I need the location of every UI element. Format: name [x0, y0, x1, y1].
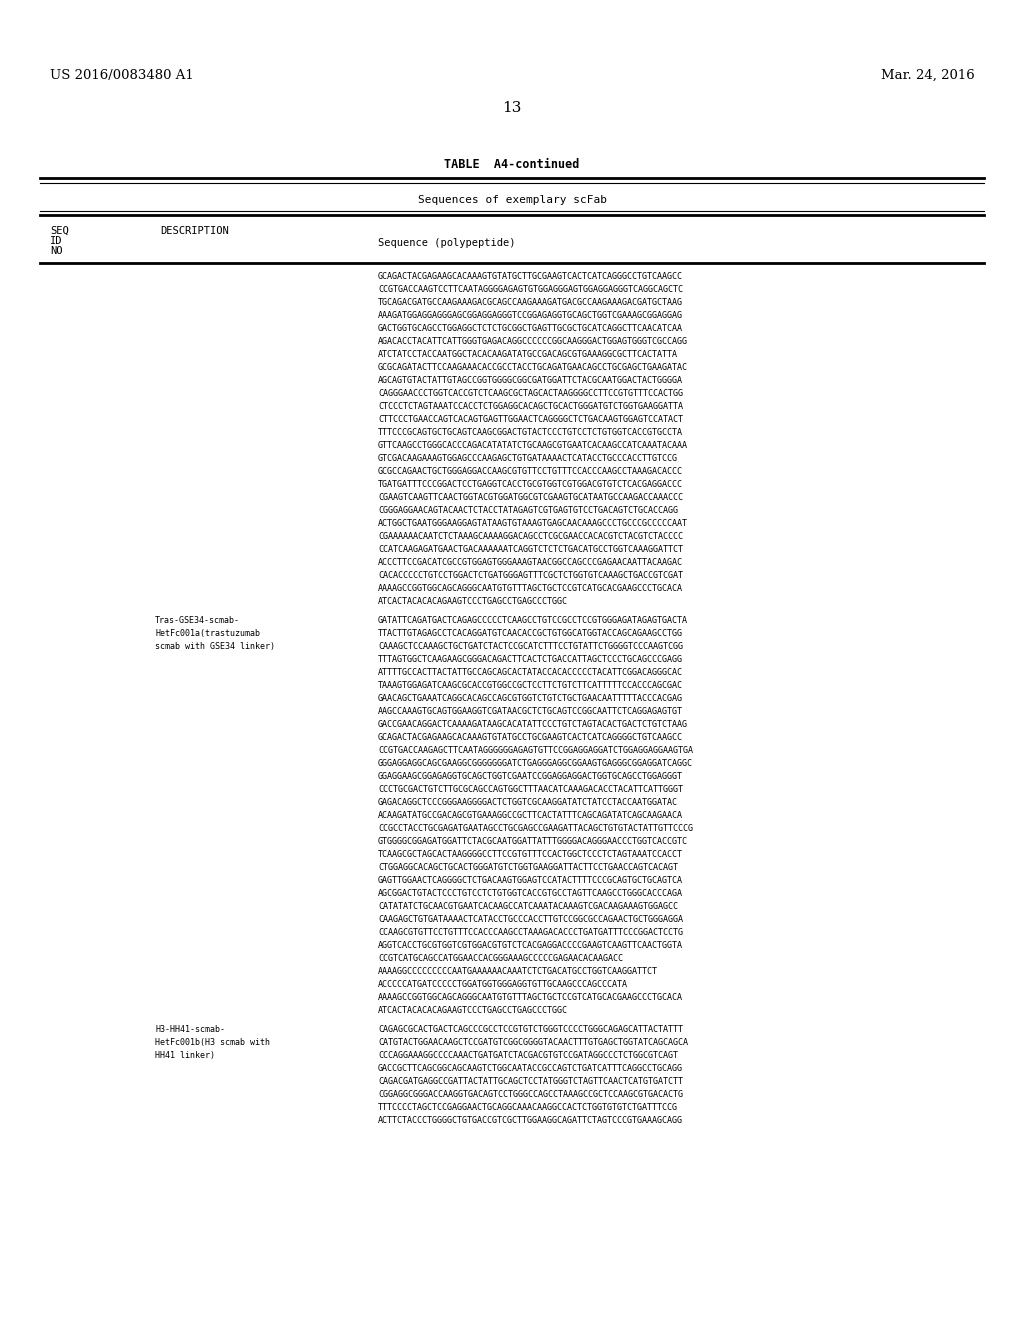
Text: GCAGACTACGAGAAGCACAAAGTGTATGCTTGCGAAGTCACTCATCAGGGCCTGTCAAGCC: GCAGACTACGAGAAGCACAAAGTGTATGCTTGCGAAGTCA… [378, 272, 683, 281]
Text: GACTGGTGCAGCCTGGAGGCTCTCTGCGGCTGAGTTGCGCTGCATCAGGCTTCAACATCAA: GACTGGTGCAGCCTGGAGGCTCTCTGCGGCTGAGTTGCGC… [378, 323, 683, 333]
Text: AGCGGACTGTACTCCCTGTCCTCTGTGGTCACCGTGCCTAGTTCAAGCCTGGGCACCCAGA: AGCGGACTGTACTCCCTGTCCTCTGTGGTCACCGTGCCTA… [378, 888, 683, 898]
Text: AGCAGTGTACTATTGTAGCCGGTGGGGCGGCGATGGATTCTACGCAATGGACTACTGGGGA: AGCAGTGTACTATTGTAGCCGGTGGGGCGGCGATGGATTC… [378, 376, 683, 385]
Text: US 2016/0083480 A1: US 2016/0083480 A1 [50, 69, 194, 82]
Text: CGGAGGCGGGACCAAGGTGACAGTCCTGGGCCAGCCTAAAGCCGCTCCAAGCGTGACACTG: CGGAGGCGGGACCAAGGTGACAGTCCTGGGCCAGCCTAAA… [378, 1090, 683, 1100]
Text: AAAGATGGAGGAGGGAGCGGAGGAGGGTCCGGAGAGGTGCAGCTGGTCGAAAGCGGAGGAG: AAAGATGGAGGAGGGAGCGGAGGAGGGTCCGGAGAGGTGC… [378, 312, 683, 319]
Text: ATCTATCCTACCAATGGCTACACAAGATATGCCGACAGCGTGAAAGGCGCTTCACTATTA: ATCTATCCTACCAATGGCTACACAAGATATGCCGACAGCG… [378, 350, 678, 359]
Text: CATATATCTGCAACGTGAATCACAAGCCATCAAATACAAAGTCGACAAGAAAGTGGAGCC: CATATATCTGCAACGTGAATCACAAGCCATCAAATACAAA… [378, 902, 678, 911]
Text: TTTAGTGGCTCAAGAAGCGGGACAGACTTCACTCTGACCATTAGCTCCCTGCAGCCCGAGG: TTTAGTGGCTCAAGAAGCGGGACAGACTTCACTCTGACCA… [378, 655, 683, 664]
Text: GCAGACTACGAGAAGCACAAAGTGTATGCCTGCGAAGTCACTCATCAGGGGCTGTCAAGCC: GCAGACTACGAGAAGCACAAAGTGTATGCCTGCGAAGTCA… [378, 733, 683, 742]
Text: Mar. 24, 2016: Mar. 24, 2016 [882, 69, 975, 82]
Text: CTCCCTCTAGTAAATCCACCTCTGGAGGCACAGCTGCACTGGGATGTCTGGTGAAGGATTA: CTCCCTCTAGTAAATCCACCTCTGGAGGCACAGCTGCACT… [378, 403, 683, 411]
Text: CCGTCATGCAGCCATGGAACCACGGGAAAGCCCCCGAGAACACAAGACC: CCGTCATGCAGCCATGGAACCACGGGAAAGCCCCCGAGAA… [378, 954, 623, 964]
Text: AAGCCAAAGTGCAGTGGAAGGTCGATAACGCTCTGCAGTCCGGCAATTCTCAGGAGAGTGT: AAGCCAAAGTGCAGTGGAAGGTCGATAACGCTCTGCAGTC… [378, 708, 683, 715]
Text: GACCGAACAGGACTCAAAAGATAAGCACATATTCCCTGTCTAGTACACTGACTCTGTCTAAG: GACCGAACAGGACTCAAAAGATAAGCACATATTCCCTGTC… [378, 719, 688, 729]
Text: TAAAGTGGAGATCAAGCGCACCGTGGCCGCTCCTTCTGTCTTCATTTTTCCACCCAGCGAC: TAAAGTGGAGATCAAGCGCACCGTGGCCGCTCCTTCTGTC… [378, 681, 683, 690]
Text: Sequences of exemplary scFab: Sequences of exemplary scFab [418, 195, 606, 205]
Text: HetFc001a(trastuzumab: HetFc001a(trastuzumab [155, 630, 260, 638]
Text: ACAAGATATGCCGACAGCGTGAAAGGCCGCTTCACTATTTCAGCAGATATCAGCAAGAACA: ACAAGATATGCCGACAGCGTGAAAGGCCGCTTCACTATTT… [378, 810, 683, 820]
Text: ACCCTTCCGACATCGCCGTGGAGTGGGAAAGTAACGGCCAGCCCGAGAACAATTACAAGAC: ACCCTTCCGACATCGCCGTGGAGTGGGAAAGTAACGGCCA… [378, 558, 683, 568]
Text: GAACAGCTGAAATCAGGCACAGCCAGCGTGGTCTGTCTGCTGAACAATTTTTACCCACGAG: GAACAGCTGAAATCAGGCACAGCCAGCGTGGTCTGTCTGC… [378, 694, 683, 704]
Text: Sequence (polypeptide): Sequence (polypeptide) [378, 238, 515, 248]
Text: Tras-GSE34-scmab-: Tras-GSE34-scmab- [155, 616, 240, 624]
Text: 13: 13 [503, 102, 521, 115]
Text: CTTCCCTGAACCAGTCACAGTGAGTTGGAACTCAGGGGCTCTGACAAGTGGAGTCCATACT: CTTCCCTGAACCAGTCACAGTGAGTTGGAACTCAGGGGCT… [378, 414, 683, 424]
Text: CCAAGCGTGTTCCTGTTTCCACCCAAGCCTAAAGACACCCTGATGATTTCCCGGACTCCTG: CCAAGCGTGTTCCTGTTTCCACCCAAGCCTAAAGACACCC… [378, 928, 683, 937]
Text: CCGCCTACCTGCGAGATGAATAGCCTGCGAGCCGAAGATTACAGCTGTGTACTATTGTTCCCG: CCGCCTACCTGCGAGATGAATAGCCTGCGAGCCGAAGATT… [378, 824, 693, 833]
Text: CCGTGACCAAGTCCTTCAATAGGGGAGAGTGTGGAGGGAGTGGAGGAGGGTCAGGCAGCTC: CCGTGACCAAGTCCTTCAATAGGGGAGAGTGTGGAGGGAG… [378, 285, 683, 294]
Text: CAGGGAACCCTGGTCACCGTCTCAAGCGCTAGCACTAAGGGGCCTTCCGTGTTTCCACTGG: CAGGGAACCCTGGTCACCGTCTCAAGCGCTAGCACTAAGG… [378, 389, 683, 399]
Text: TTACTTGTAGAGCCTCACAGGATGTCAACACCGCTGTGGCATGGTACCAGCAGAAGCCTGG: TTACTTGTAGAGCCTCACAGGATGTCAACACCGCTGTGGC… [378, 630, 683, 638]
Text: TABLE  A4-continued: TABLE A4-continued [444, 158, 580, 172]
Text: CCATCAAGAGATGAACTGACAAAAAATCAGGTCTCTCTGACATGCCTGGTCAAAGGATTCT: CCATCAAGAGATGAACTGACAAAAAATCAGGTCTCTCTGA… [378, 545, 683, 554]
Text: GTCGACAAGAAAGTGGAGCCCAAGAGCTGTGATAAAACTCATACCTGCCCACCTTGTCCG: GTCGACAAGAAAGTGGAGCCCAAGAGCTGTGATAAAACTC… [378, 454, 678, 463]
Text: ACCCCCATGATCCCCCTGGATGGTGGGAGGTGTTGCAAGCCCAGCCCATA: ACCCCCATGATCCCCCTGGATGGTGGGAGGTGTTGCAAGC… [378, 979, 628, 989]
Text: CAAAGCTCCAAAGCTGCTGATCTACTCCGCATCTTTCCTGTATTCTGGGGTCCCAAGTCGG: CAAAGCTCCAAAGCTGCTGATCTACTCCGCATCTTTCCTG… [378, 642, 683, 651]
Text: CAAGAGCTGTGATAAAACTCATACCTGCCCACCTTGTCCGGCGCCAGAACTGCTGGGAGGA: CAAGAGCTGTGATAAAACTCATACCTGCCCACCTTGTCCG… [378, 915, 683, 924]
Text: CCGTGACCAAGAGCTTCAATAGGGGGGAGAGTGTTCCGGAGGAGGATCTGGAGGAGGAAGTGA: CCGTGACCAAGAGCTTCAATAGGGGGGAGAGTGTTCCGGA… [378, 746, 693, 755]
Text: HH41 linker): HH41 linker) [155, 1051, 215, 1060]
Text: AGACACCTACATTCATTGGGTGAGACAGGCCCCCCGGCAAGGGACTGGAGTGGGTCGCCAGG: AGACACCTACATTCATTGGGTGAGACAGGCCCCCCGGCAA… [378, 337, 688, 346]
Text: GGGAGGAGGCAGCGAAGGCGGGGGGGATCTGAGGGAGGCGGAAGTGAGGGCGGAGGATCAGGC: GGGAGGAGGCAGCGAAGGCGGGGGGGATCTGAGGGAGGCG… [378, 759, 693, 768]
Text: scmab with GSE34 linker): scmab with GSE34 linker) [155, 642, 275, 651]
Text: CAGAGCGCACTGACTCAGCCCGCCTCCGTGTCTGGGTCCCCTGGGCAGAGCATTACTATTT: CAGAGCGCACTGACTCAGCCCGCCTCCGTGTCTGGGTCCC… [378, 1026, 683, 1034]
Text: TTTCCCCTAGCTCCGAGGAACTGCAGGCAAACAAGGCCACTCTGGTGTGTCTGATTTCCG: TTTCCCCTAGCTCCGAGGAACTGCAGGCAAACAAGGCCAC… [378, 1104, 678, 1111]
Text: ACTGGCTGAATGGGAAGGAGTATAAGTGTAAAGTGAGCAACAAAGCCCTGCCCGCCCCCAAT: ACTGGCTGAATGGGAAGGAGTATAAGTGTAAAGTGAGCAA… [378, 519, 688, 528]
Text: GACCGCTTCAGCGGCAGCAAGTCTGGCAATACCGCCAGTCTGATCATTTCAGGCCTGCAGG: GACCGCTTCAGCGGCAGCAAGTCTGGCAATACCGCCAGTC… [378, 1064, 683, 1073]
Text: CCCTGCGACTGTCTTGCGCAGCCAGTGGCTTTAACATCAAAGACACCTACATTCATTGGGT: CCCTGCGACTGTCTTGCGCAGCCAGTGGCTTTAACATCAA… [378, 785, 683, 795]
Text: GCGCAGATACTTCCAAGAAACACCGCCTACCTGCAGATGAACAGCCTGCGAGCTGAAGATAC: GCGCAGATACTTCCAAGAAACACCGCCTACCTGCAGATGA… [378, 363, 688, 372]
Text: ATCACTACACACAGAAGTCCCTGAGCCTGAGCCCTGGC: ATCACTACACACAGAAGTCCCTGAGCCTGAGCCCTGGC [378, 1006, 568, 1015]
Text: GATATTCAGATGACTCAGAGCCCCCTCAAGCCTGTCCGCCTCCGTGGGAGATAGAGTGACTA: GATATTCAGATGACTCAGAGCCCCCTCAAGCCTGTCCGCC… [378, 616, 688, 624]
Text: ID: ID [50, 236, 62, 246]
Text: CCCAGGAAAGGCCCCAAACTGATGATCTACGACGTGTCCGATAGGCCCTCTGGCGTCAGT: CCCAGGAAAGGCCCCAAACTGATGATCTACGACGTGTCCG… [378, 1051, 678, 1060]
Text: CGGGAGGAACAGTACAACTCTACCTATAGAGTCGTGAGTGTCCTGACAGTCTGCACCAGG: CGGGAGGAACAGTACAACTCTACCTATAGAGTCGTGAGTG… [378, 506, 678, 515]
Text: ACTTCTACCCTGGGGCTGTGACCGTCGCTTGGAAGGCAGATTCTAGTCCCGTGAAAGCAGG: ACTTCTACCCTGGGGCTGTGACCGTCGCTTGGAAGGCAGA… [378, 1115, 683, 1125]
Text: TGATGATTTCCCGGACTCCTGAGGTCACCTGCGTGGTCGTGGACGTGTCTCACGAGGACCC: TGATGATTTCCCGGACTCCTGAGGTCACCTGCGTGGTCGT… [378, 480, 683, 488]
Text: CGAAGTCAAGTTCAACTGGTACGTGGATGGCGTCGAAGTGCATAATGCCAAGACCAAACCC: CGAAGTCAAGTTCAACTGGTACGTGGATGGCGTCGAAGTG… [378, 492, 683, 502]
Text: AGGTCACCTGCGTGGTCGTGGACGTGTCTCACGAGGACCCCGAAGTCAAGTTCAACTGGTA: AGGTCACCTGCGTGGTCGTGGACGTGTCTCACGAGGACCC… [378, 941, 683, 950]
Text: TCAAGCGCTAGCACTAAGGGGCCTTCCGTGTTTCCACTGGCTCCCTCTAGTAAATCCACCT: TCAAGCGCTAGCACTAAGGGGCCTTCCGTGTTTCCACTGG… [378, 850, 683, 859]
Text: GTTCAAGCCTGGGCACCCAGACATATATCTGCAAGCGTGAATCACAAGCCATCAAATACAAA: GTTCAAGCCTGGGCACCCAGACATATATCTGCAAGCGTGA… [378, 441, 688, 450]
Text: TGCAGACGATGCCAAGAAAGACGCAGCCAAGAAAGATGACGCCAAGAAAGACGATGCTAAG: TGCAGACGATGCCAAGAAAGACGCAGCCAAGAAAGATGAC… [378, 298, 683, 308]
Text: CTGGAGGCACAGCTGCACTGGGATGTCTGGTGAAGGATTACTTCCTGAACCAGTCACAGT: CTGGAGGCACAGCTGCACTGGGATGTCTGGTGAAGGATTA… [378, 863, 678, 873]
Text: CAGACGATGAGGCCGATTACTATTGCAGCTCCTATGGGTCTAGTTCAACTCATGTGATCTT: CAGACGATGAGGCCGATTACTATTGCAGCTCCTATGGGTC… [378, 1077, 683, 1086]
Text: GAGACAGGCTCCCGGGAAGGGGACTCTGGTCGCAAGGATATCTATCCTACCAATGGATAC: GAGACAGGCTCCCGGGAAGGGGACTCTGGTCGCAAGGATA… [378, 799, 678, 807]
Text: ATCACTACACACAGAAGTCCCTGAGCCTGAGCCCTGGC: ATCACTACACACAGAAGTCCCTGAGCCTGAGCCCTGGC [378, 597, 568, 606]
Text: NO: NO [50, 246, 62, 256]
Text: H3-HH41-scmab-: H3-HH41-scmab- [155, 1026, 225, 1034]
Text: TTTCCCGCAGTGCTGCAGTCAAGCGGACTGTACTCCCTGTCCTCTGTGGTCACCGTGCCTA: TTTCCCGCAGTGCTGCAGTCAAGCGGACTGTACTCCCTGT… [378, 428, 683, 437]
Text: GGAGGAAGCGGAGAGGTGCAGCTGGTCGAATCCGGAGGAGGACTGGTGCAGCCTGGAGGGT: GGAGGAAGCGGAGAGGTGCAGCTGGTCGAATCCGGAGGAG… [378, 772, 683, 781]
Text: GCGCCAGAACTGCTGGGAGGACCAAGCGTGTTCCTGTTTCCACCCAAGCCTAAAGACACCC: GCGCCAGAACTGCTGGGAGGACCAAGCGTGTTCCTGTTTC… [378, 467, 683, 477]
Text: GTGGGGCGGAGATGGATTCTACGCAATGGATTATTTGGGGACAGGGAACCCTGGTCACCGTC: GTGGGGCGGAGATGGATTCTACGCAATGGATTATTTGGGG… [378, 837, 688, 846]
Text: AAAAGGCCCCCCCCCAATGAAAAAACAAATCTCTGACATGCCTGGTCAAGGATTCT: AAAAGGCCCCCCCCCAATGAAAAAACAAATCTCTGACATG… [378, 968, 658, 975]
Text: HetFc001b(H3 scmab with: HetFc001b(H3 scmab with [155, 1038, 270, 1047]
Text: CACACCCCCTGTCCTGGACTCTGATGGGAGTTTCGCTCTGGTGTCAAAGCTGACCGTCGAT: CACACCCCCTGTCCTGGACTCTGATGGGAGTTTCGCTCTG… [378, 572, 683, 579]
Text: ATTTTGCCACTTACTATTGCCAGCAGCACTATACCACACCCCCTACATTCGGACAGGGCAC: ATTTTGCCACTTACTATTGCCAGCAGCACTATACCACACC… [378, 668, 683, 677]
Text: GAGTTGGAACTCAGGGGCTCTGACAAGTGGAGTCCATACTTTTCCCGCAGTGCTGCAGTCA: GAGTTGGAACTCAGGGGCTCTGACAAGTGGAGTCCATACT… [378, 876, 683, 884]
Text: DESCRIPTION: DESCRIPTION [160, 226, 228, 236]
Text: SEQ: SEQ [50, 226, 69, 236]
Text: CGAAAAAACAATCTCTAAAGCAAAAGGACAGCCTCGCGAACCACACGTCTACGTCTACCCC: CGAAAAAACAATCTCTAAAGCAAAAGGACAGCCTCGCGAA… [378, 532, 683, 541]
Text: AAAAGCCGGTGGCAGCAGGGCAATGTGTTTAGCTGCTCCGTCATGCACGAAGCCCTGCACA: AAAAGCCGGTGGCAGCAGGGCAATGTGTTTAGCTGCTCCG… [378, 993, 683, 1002]
Text: CATGTACTGGAACAAGCTCCGATGTCGGCGGGGTACAACTTTGTGAGCTGGTATCAGCAGCA: CATGTACTGGAACAAGCTCCGATGTCGGCGGGGTACAACT… [378, 1038, 688, 1047]
Text: AAAAGCCGGTGGCAGCAGGGCAATGTGTTTAGCTGCTCCGTCATGCACGAAGCCCTGCACA: AAAAGCCGGTGGCAGCAGGGCAATGTGTTTAGCTGCTCCG… [378, 583, 683, 593]
